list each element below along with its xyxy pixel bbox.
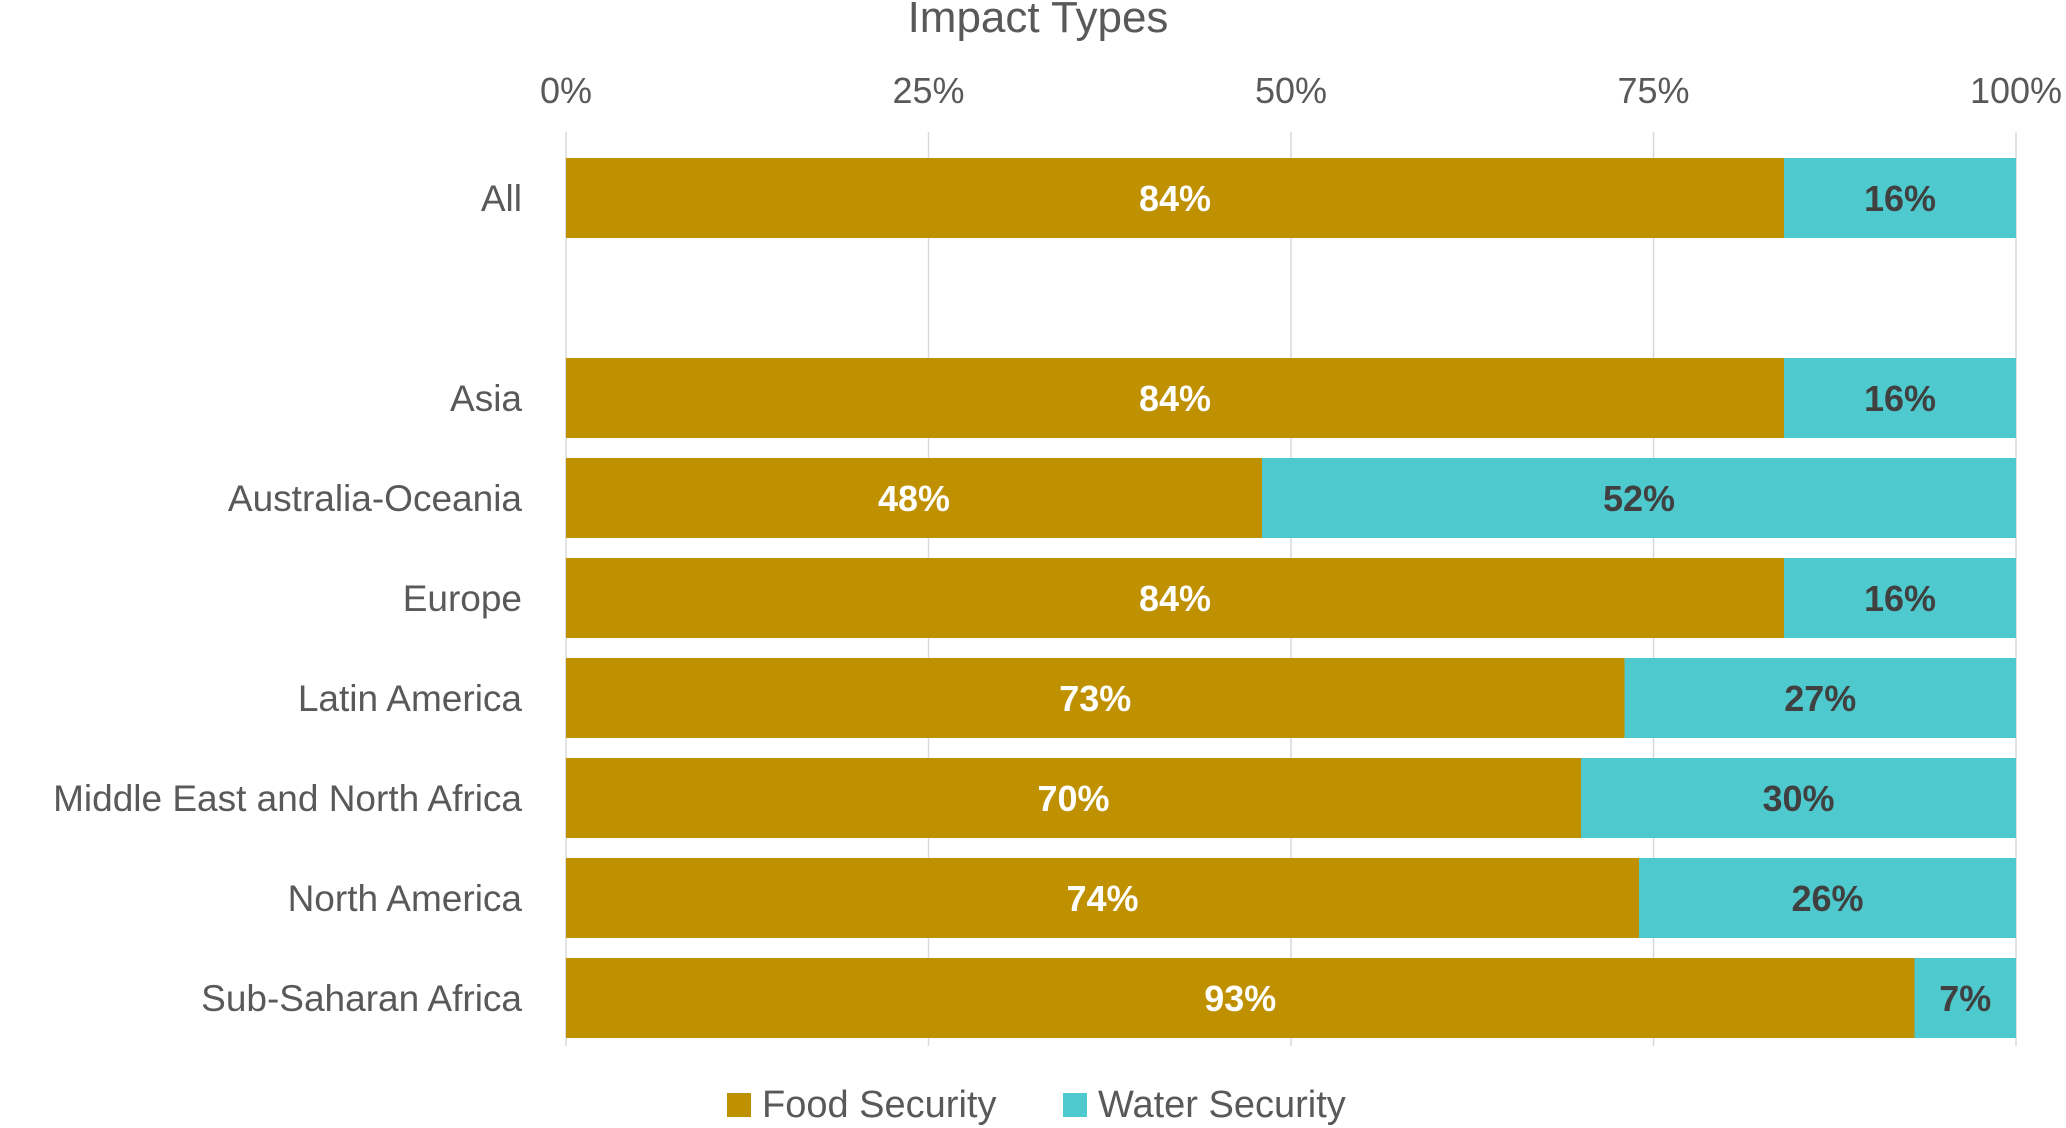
- bars: [566, 158, 2016, 1038]
- data-label-food-security-all: 84%: [1139, 178, 1211, 219]
- data-label-water-security-australia-oceania: 52%: [1603, 478, 1675, 519]
- category-label-europe: Europe: [403, 578, 522, 619]
- data-label-food-security-sub-saharan-africa: 93%: [1204, 978, 1276, 1019]
- data-label-water-security-europe: 16%: [1864, 578, 1936, 619]
- x-tick-label-25: 25%: [892, 70, 964, 111]
- data-label-food-security-middle-east-and-north-africa: 70%: [1037, 778, 1109, 819]
- legend-label-food-security: Food Security: [762, 1084, 996, 1126]
- x-tick-label-75: 75%: [1617, 70, 1689, 111]
- bar-water-security-latin-america: [1624, 658, 2016, 738]
- legend-label-water-security: Water Security: [1098, 1084, 1346, 1126]
- category-label-north-america: North America: [288, 878, 523, 919]
- x-tick-label-0: 0%: [540, 70, 592, 111]
- x-tick-label-50: 50%: [1255, 70, 1327, 111]
- category-label-all: All: [481, 178, 522, 219]
- data-labels: 84% 16% 84% 16% 48% 52% 84% 16% 73% 27% 70% 30% 74% 2…: [878, 178, 1991, 1019]
- bar-water-security-north-america: [1639, 858, 2016, 938]
- data-label-water-security-latin-america: 27%: [1784, 678, 1856, 719]
- bar-water-security-australia-oceania: [1262, 458, 2016, 538]
- data-label-food-security-europe: 84%: [1139, 578, 1211, 619]
- legend-swatch-water-security: [1063, 1093, 1087, 1117]
- data-label-water-security-middle-east-and-north-africa: 30%: [1762, 778, 1834, 819]
- data-label-food-security-latin-america: 73%: [1059, 678, 1131, 719]
- data-label-food-security-asia: 84%: [1139, 378, 1211, 419]
- bar-food-security-all: [566, 158, 1784, 238]
- category-label-middle-east-and-north-africa: Middle East and North Africa: [53, 778, 522, 819]
- legend-swatch-food-security: [727, 1093, 751, 1117]
- bar-food-security-australia-oceania: [566, 458, 1262, 538]
- category-label-australia-oceania: Australia-Oceania: [228, 478, 523, 519]
- data-label-water-security-north-america: 26%: [1791, 878, 1863, 919]
- bar-food-security-europe: [566, 558, 1784, 638]
- category-label-sub-saharan-africa: Sub-Saharan Africa: [201, 978, 522, 1019]
- bar-water-security-asia: [1784, 358, 2016, 438]
- bar-water-security-all: [1784, 158, 2016, 238]
- bar-food-security-north-america: [566, 858, 1639, 938]
- data-label-water-security-sub-saharan-africa: 7%: [1939, 978, 1991, 1019]
- bar-water-security-europe: [1784, 558, 2016, 638]
- legend: Food Security Water Security: [727, 1084, 1346, 1126]
- axes: Impact Types 0% 25% 50% 75% 100% All Asia Austr…: [53, 0, 2062, 1019]
- data-label-food-security-australia-oceania: 48%: [878, 478, 950, 519]
- category-label-asia: Asia: [450, 378, 522, 419]
- bar-food-security-middle-east-and-north-africa: [566, 758, 1581, 838]
- x-tick-label-100: 100%: [1970, 70, 2062, 111]
- data-label-food-security-north-america: 74%: [1066, 878, 1138, 919]
- bar-food-security-asia: [566, 358, 1784, 438]
- bar-water-security-middle-east-and-north-africa: [1581, 758, 2016, 838]
- bar-food-security-sub-saharan-africa: [566, 958, 1915, 1038]
- chart-title: Impact Types: [908, 0, 1169, 42]
- bar-food-security-latin-america: [566, 658, 1625, 738]
- category-label-latin-america: Latin America: [298, 678, 523, 719]
- data-label-water-security-all: 16%: [1864, 178, 1936, 219]
- data-label-water-security-asia: 16%: [1864, 378, 1936, 419]
- bar-water-security-sub-saharan-africa: [1914, 958, 2016, 1038]
